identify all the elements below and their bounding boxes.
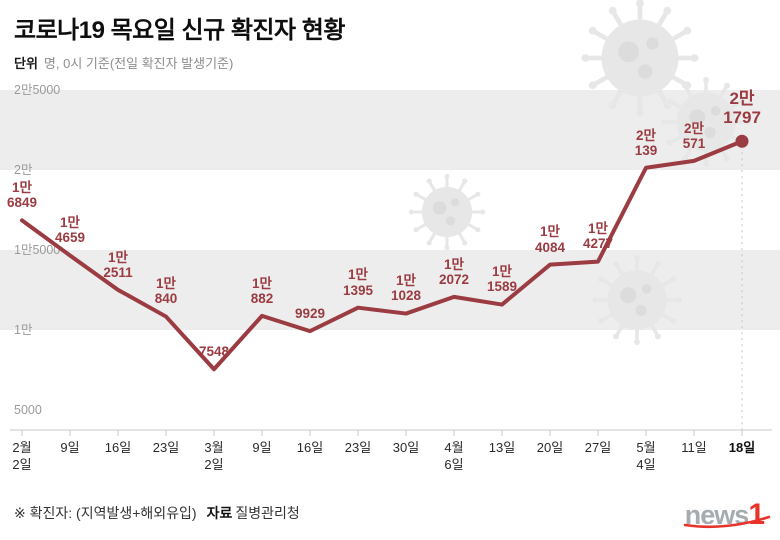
unit-desc: 명, 0시 기준(전일 확진자 발생기준) [43,56,234,71]
chart-header: 코로나19 목요일 신규 확진자 현황 단위 명, 0시 기준(전일 확진자 발생… [14,10,345,72]
footnote: ※ 확진자: (지역발생+해외유입) 자료 질병관리청 [14,503,300,523]
y-axis-label: 2만5000 [14,83,60,97]
y-axis-label: 1만 [14,323,33,337]
page-title: 코로나19 목요일 신규 확진자 현황 [14,17,345,44]
virus-icon [581,0,699,117]
unit-label: 단위 [14,56,38,71]
case-trend-line [20,139,744,372]
y-axis-label: 5000 [14,403,42,417]
virus-icon [592,255,682,345]
news1-logo: news1 [683,498,771,532]
virus-watermarks [408,0,751,345]
y-axis-label: 1만5000 [14,243,60,257]
y-axis-label: 2만 [14,163,33,177]
virus-icon [661,77,751,167]
news1-logo-swoosh-icon [683,515,771,529]
source-label: 자료 [206,505,233,521]
virus-icon [408,173,486,251]
footnote-text: ※ 확진자: (지역발생+해외유입) [14,505,197,521]
latest-point-marker [735,134,749,148]
footer: ※ 확진자: (지역발생+해외유입) 자료 질병관리청 news1 [0,488,780,540]
unit-line: 단위 명, 0시 기준(전일 확진자 발생기준) [14,53,345,72]
background-band [0,90,780,170]
case-line-series [20,134,749,372]
source-value: 질병관리청 [235,505,300,521]
